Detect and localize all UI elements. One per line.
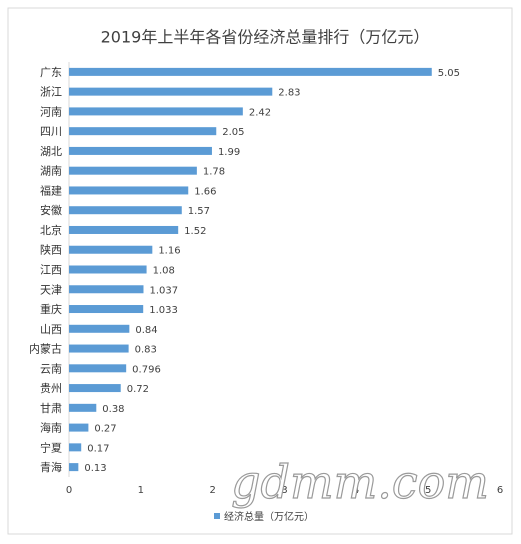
- data-label: 1.66: [194, 186, 216, 197]
- legend-label: 经济总量（万亿元）: [224, 510, 314, 523]
- y-tick-label: 安徽: [40, 203, 62, 217]
- y-tick-label: 陕西: [40, 243, 62, 257]
- data-label: 0.27: [94, 424, 116, 435]
- bar: [69, 403, 97, 412]
- bar: [69, 423, 89, 432]
- x-tick-label: 5: [425, 485, 431, 496]
- x-tick-label: 0: [66, 485, 72, 496]
- x-tick-label: 4: [353, 485, 359, 496]
- data-label: 2.83: [278, 88, 300, 99]
- x-tick-label: 1: [138, 485, 144, 496]
- data-label: 1.57: [188, 206, 210, 217]
- data-label: 1.52: [184, 226, 206, 237]
- legend-swatch: [214, 513, 220, 519]
- data-label: 1.16: [158, 246, 180, 257]
- data-label: 0.13: [84, 463, 106, 474]
- y-tick-label: 青海: [40, 460, 62, 474]
- bar: [69, 146, 212, 155]
- bar: [69, 324, 130, 333]
- data-label: 1.037: [149, 285, 178, 296]
- bar: [69, 265, 147, 274]
- data-label: 1.033: [149, 305, 178, 316]
- bar: [69, 186, 189, 195]
- bar: [69, 305, 144, 314]
- y-tick-label: 贵州: [40, 382, 62, 395]
- y-tick-label: 湖南: [40, 165, 62, 178]
- y-tick-label: 重庆: [40, 302, 62, 316]
- bar: [69, 67, 432, 76]
- y-tick-label: 云南: [40, 362, 62, 375]
- bar: [69, 127, 217, 136]
- bar: [69, 166, 197, 175]
- data-label: 2.05: [222, 127, 244, 138]
- data-label: 5.05: [438, 68, 460, 79]
- y-tick-label: 山西: [40, 323, 62, 336]
- y-tick-label: 内蒙古: [29, 342, 62, 356]
- y-tick-label: 甘肃: [40, 402, 62, 415]
- bar: [69, 463, 79, 472]
- data-label: 1.78: [203, 167, 225, 178]
- data-label: 0.17: [87, 443, 109, 454]
- y-tick-label: 湖北: [40, 145, 62, 158]
- watermark: gdmm.com: [231, 455, 489, 509]
- x-tick-label: 2: [209, 485, 215, 496]
- y-tick-label: 河南: [40, 105, 62, 118]
- data-label: 2.42: [249, 107, 271, 118]
- bar: [69, 245, 153, 254]
- bar: [69, 364, 127, 373]
- y-tick-label: 广东: [40, 66, 62, 79]
- data-label: 1.99: [218, 147, 240, 158]
- data-label: 0.796: [132, 364, 161, 375]
- x-tick-label: 3: [281, 485, 287, 496]
- y-tick-label: 天津: [40, 283, 62, 296]
- data-label: 0.38: [102, 404, 124, 415]
- bar: [69, 225, 179, 234]
- bar: [69, 107, 243, 116]
- bar: [69, 87, 273, 96]
- y-tick-label: 海南: [40, 421, 62, 435]
- bar: [69, 206, 182, 215]
- data-label: 0.72: [127, 384, 149, 395]
- bar: [69, 344, 129, 353]
- data-label: 1.08: [153, 266, 175, 277]
- y-tick-label: 福建: [40, 183, 62, 197]
- data-label: 0.84: [135, 325, 157, 336]
- y-tick-label: 浙江: [40, 86, 62, 99]
- bar: [69, 285, 144, 294]
- y-tick-label: 宁夏: [40, 440, 62, 454]
- y-tick-label: 四川: [40, 125, 62, 138]
- data-label: 0.83: [135, 345, 157, 356]
- x-tick-label: 6: [497, 485, 503, 496]
- y-tick-label: 北京: [40, 223, 62, 237]
- bar: [69, 443, 82, 452]
- chart-title: 2019年上半年各省份经济总量排行（万亿元）: [101, 28, 430, 47]
- y-tick-label: 江西: [40, 264, 62, 277]
- bar: [69, 384, 121, 393]
